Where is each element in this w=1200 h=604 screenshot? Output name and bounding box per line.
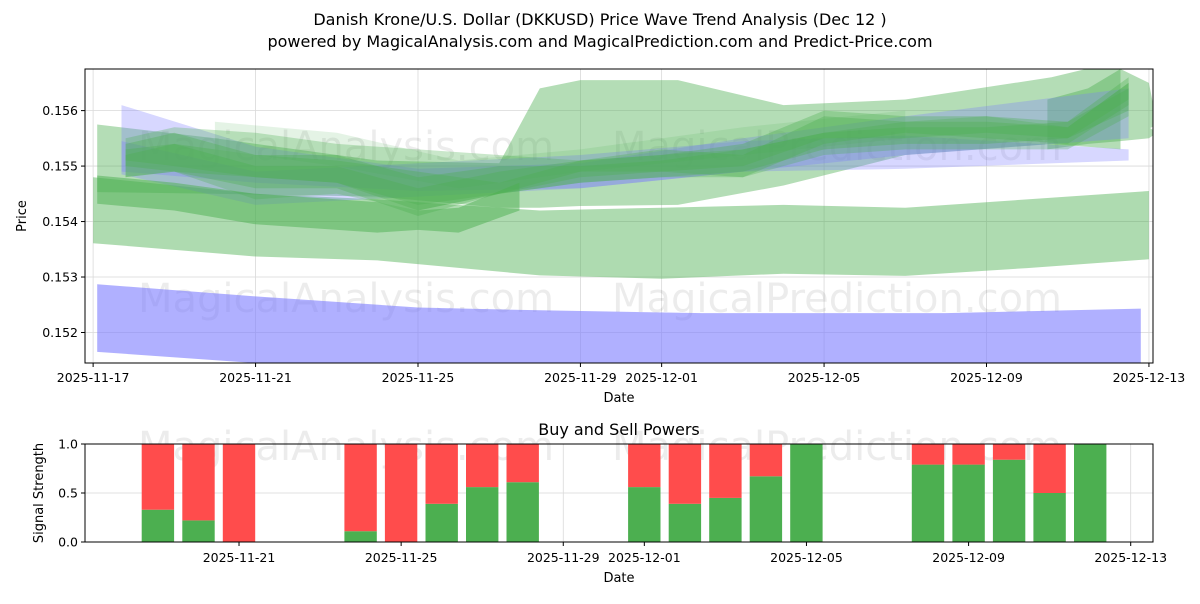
price-plot-frame — [84, 68, 1154, 364]
sell-bar — [1033, 444, 1066, 493]
signal-panel: Buy and Sell Powers MagicalAnalysis.com … — [32, 420, 1167, 586]
price-x-label: Date — [603, 391, 634, 406]
watermark-left-upper: MagicalAnalysis.com — [138, 124, 554, 170]
sell-bar — [628, 444, 661, 488]
buy-bar — [1074, 444, 1107, 542]
buy-bar — [790, 444, 823, 542]
buy-bar — [952, 464, 985, 542]
buy-bar — [911, 464, 945, 542]
chart-title: Danish Krone/U.S. Dollar (DKKUSD) Price … — [313, 10, 886, 29]
band-green-mid-3 — [125, 88, 1129, 205]
sell-bar — [425, 444, 458, 504]
sell-bar — [222, 444, 256, 542]
buy-bar — [668, 503, 702, 542]
signal-x-tick-label: 2025-12-01 — [608, 550, 681, 565]
price-y-tick-label: 0.152 — [42, 325, 78, 340]
signal-x-tick-label: 2025-11-29 — [527, 550, 600, 565]
sell-bar — [668, 444, 702, 504]
sell-bar — [344, 444, 377, 532]
signal-y-label: Signal Strength — [32, 443, 47, 543]
sell-bar — [384, 444, 418, 542]
buy-bar — [425, 503, 458, 542]
sell-bar — [182, 444, 215, 521]
band-blue-upper-2 — [121, 135, 1129, 205]
price-y-ticks: 0.152 0.153 0.154 0.155 0.156 — [42, 103, 85, 340]
band-green-mid-2 — [125, 77, 1129, 216]
signal-x-tick-label: 2025-11-21 — [203, 550, 276, 565]
band-green-low-dark — [97, 175, 520, 233]
band-green-mid-1 — [125, 82, 1129, 211]
signal-x-tick-label: 2025-12-05 — [770, 550, 843, 565]
buy-bar — [182, 520, 215, 542]
signal-y-tick-label: 1.0 — [58, 437, 78, 452]
signal-y-ticks: 0.0 0.5 1.0 — [58, 437, 85, 550]
price-x-tick-label: 2025-12-09 — [950, 370, 1023, 385]
buy-bar — [344, 531, 377, 542]
chart-subtitle: powered by MagicalAnalysis.com and Magic… — [267, 32, 932, 51]
watermark-right-upper: MagicalPrediction.com — [612, 124, 1062, 170]
band-green-right-tail — [1047, 69, 1153, 150]
signal-x-tick-label: 2025-12-13 — [1094, 550, 1167, 565]
sell-bar — [911, 444, 945, 465]
signal-title: Buy and Sell Powers — [538, 420, 700, 439]
buy-bar — [466, 487, 499, 542]
signal-bars — [141, 444, 1107, 542]
price-x-tick-label: 2025-11-25 — [382, 370, 455, 385]
price-panel: MagicalAnalysis.com MagicalPrediction.co… — [15, 68, 1185, 406]
signal-x-tick-label: 2025-11-25 — [365, 550, 438, 565]
signal-x-ticks: 2025-11-21 2025-11-25 2025-11-29 2025-12-01… — [203, 542, 1167, 565]
signal-x-tick-label: 2025-12-09 — [932, 550, 1005, 565]
sell-bar — [992, 444, 1026, 460]
signal-y-tick-label: 0.5 — [58, 486, 78, 501]
sell-bar — [952, 444, 985, 465]
buy-bar — [992, 459, 1026, 542]
band-green-wide-high — [97, 69, 1121, 208]
price-y-tick-label: 0.156 — [42, 103, 78, 118]
band-blue-upper-1 — [121, 88, 1129, 191]
price-y-label: Price — [15, 200, 30, 232]
band-green-thin-top — [214, 110, 906, 189]
price-y-tick-label: 0.155 — [42, 159, 78, 174]
sell-bar — [466, 444, 499, 488]
signal-x-label: Date — [603, 571, 634, 586]
price-x-ticks: 2025-11-17 2025-11-21 2025-11-25 2025-11-29… — [57, 363, 1185, 385]
buy-bar — [749, 476, 783, 542]
band-green-mid-4 — [125, 82, 1129, 211]
price-x-tick-label: 2025-11-21 — [219, 370, 292, 385]
buy-bar — [506, 482, 539, 542]
price-y-tick-label: 0.153 — [42, 270, 78, 285]
price-x-tick-label: 2025-12-13 — [1113, 370, 1186, 385]
price-bands — [93, 69, 1153, 363]
sell-bar — [506, 444, 539, 483]
price-x-tick-label: 2025-12-05 — [788, 370, 861, 385]
price-x-tick-label: 2025-11-29 — [544, 370, 617, 385]
buy-bar — [141, 509, 175, 542]
sell-bar — [749, 444, 783, 477]
sell-bar — [141, 444, 175, 510]
price-x-tick-label: 2025-12-01 — [625, 370, 698, 385]
band-blue-forecast-low — [97, 284, 1141, 363]
signal-y-tick-label: 0.0 — [58, 535, 78, 550]
buy-bar — [709, 497, 742, 542]
price-x-tick-label: 2025-11-17 — [57, 370, 130, 385]
buy-bar — [1033, 493, 1066, 542]
price-y-tick-label: 0.154 — [42, 214, 78, 229]
buy-bar — [628, 487, 661, 542]
sell-bar — [709, 444, 742, 498]
